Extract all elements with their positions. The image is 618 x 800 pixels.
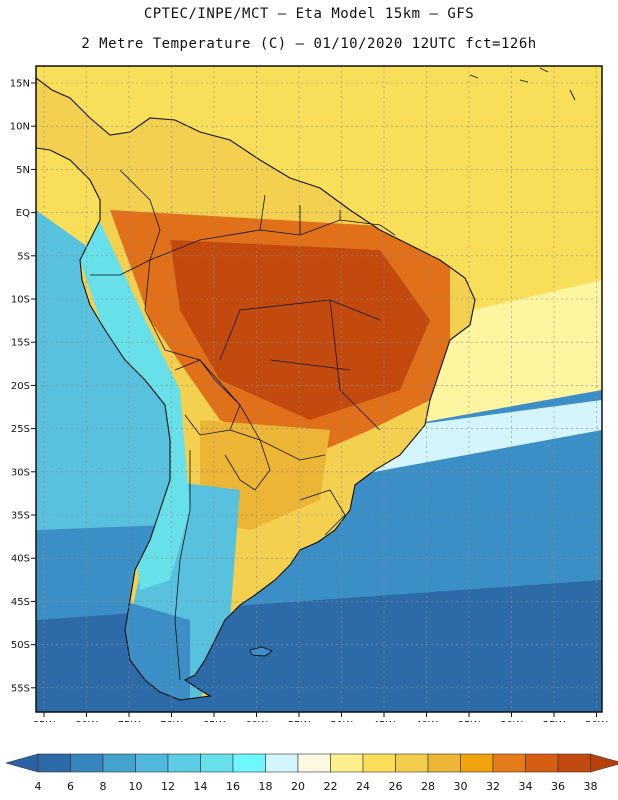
longitude-label: 45W <box>373 720 396 722</box>
latitude-label: 30S <box>11 467 30 478</box>
latitude-label: 35S <box>11 511 30 522</box>
longitude-label: 50W <box>330 720 353 722</box>
colorbar-swatch <box>232 753 266 773</box>
map-title-line-2: 2 Metre Temperature (C) – 01/10/2020 12U… <box>81 36 537 52</box>
longitude-label: 85W <box>33 720 56 722</box>
colorbar-label: 36 <box>551 780 565 793</box>
colorbar-swatch <box>200 753 234 773</box>
latitude-label: 25S <box>11 424 30 435</box>
border-brazil-states <box>219 299 381 431</box>
colorbar-swatch <box>557 753 591 773</box>
map-fields <box>36 66 602 712</box>
colorbar-swatch <box>492 753 526 773</box>
latitude-label: 10N <box>10 122 30 133</box>
latitude-label: 15N <box>10 79 30 90</box>
colorbar-label: 16 <box>226 780 240 793</box>
longitude-label: 70W <box>160 720 183 722</box>
colorbar-swatch <box>297 753 331 773</box>
longitude-label: 75W <box>118 720 141 722</box>
colorbar-label: 14 <box>194 780 208 793</box>
longitude-label: 35W <box>458 720 481 722</box>
latitude-label: 5S <box>17 251 30 262</box>
latitude-label: 5N <box>16 165 30 176</box>
colorbar-label: 30 <box>454 780 468 793</box>
longitude-label: 65W <box>203 720 226 722</box>
colorbar-swatch <box>70 753 104 773</box>
border-paraguay <box>224 429 271 491</box>
colorbar-swatch <box>362 753 396 773</box>
border-argentina-chile <box>174 450 191 681</box>
border-uruguay <box>299 489 346 536</box>
colorbar-label: 4 <box>35 780 42 793</box>
map-title-line-1: CPTEC/INPE/MCT – Eta Model 15km – GFS <box>143 6 475 22</box>
border-brazil-west <box>144 259 326 461</box>
colorbar-swatch <box>167 753 201 773</box>
colorbar-swatch <box>37 753 71 773</box>
colorbar-swatch <box>330 753 364 773</box>
latitude-label: 10S <box>11 295 30 306</box>
map-frame <box>35 65 603 713</box>
longitude-label: 40W <box>415 720 438 722</box>
colorbar-under-arrow <box>4 753 39 773</box>
colorbar-label: 38 <box>584 780 598 793</box>
latitude-label: 20S <box>11 381 30 392</box>
longitude-label: 80W <box>75 720 98 722</box>
colorbar-label: 22 <box>324 780 338 793</box>
colorbar-label: 8 <box>100 780 107 793</box>
longitude-label: 20W <box>585 720 608 722</box>
temperature-colorbar: 4 6 8 10 12 14 16 18 20 22 24 26 28 30 32 34 36 38 <box>4 753 618 793</box>
caribbean-islands <box>469 67 576 101</box>
colorbar-swatch <box>395 753 429 773</box>
colorbar-label: 32 <box>486 780 500 793</box>
colorbar-label: 26 <box>389 780 403 793</box>
country-borders <box>90 169 396 681</box>
temperature-map[interactable]: 15N 10N 5N EQ 5S 10S 15S 20S 25S 30S 35S 40S 45S 50S 5… <box>0 60 618 722</box>
border-bolivia <box>174 359 241 436</box>
colorbar-label: 20 <box>291 780 305 793</box>
latitude-label: 45S <box>11 597 30 608</box>
latitude-labels: 15N 10N 5N EQ 5S 10S 15S 20S 25S 30S 35S 40S 45S 50S 5… <box>10 79 30 695</box>
longitude-label: 55W <box>288 720 311 722</box>
latitude-label: 50S <box>11 640 30 651</box>
latitude-label: 15S <box>11 338 30 349</box>
latitude-label: 55S <box>11 683 30 694</box>
colorbar-swatch <box>265 753 299 773</box>
colorbar-over-arrow <box>590 753 618 773</box>
continent-outline <box>36 77 476 701</box>
colorbar-swatch <box>102 753 136 773</box>
colorbar-label: 12 <box>161 780 175 793</box>
colorbar-swatch <box>525 753 559 773</box>
ocean-cream-patch <box>380 280 602 430</box>
colorbar-label: 6 <box>67 780 74 793</box>
colorbar-swatch <box>460 753 494 773</box>
colorbar-label: 18 <box>259 780 273 793</box>
colorbar-label: 10 <box>129 780 143 793</box>
latitude-label: EQ <box>16 208 30 219</box>
border-peru-ecuador <box>90 259 151 276</box>
colorbar-label: 28 <box>421 780 435 793</box>
falkland-islands <box>249 646 273 657</box>
longitude-label: 60W <box>245 720 268 722</box>
colorbar-label: 24 <box>356 780 370 793</box>
longitude-label: 25W <box>543 720 566 722</box>
colorbar-label: 34 <box>519 780 533 793</box>
colorbar-swatch <box>135 753 169 773</box>
border-colombia-venezuela <box>119 169 161 261</box>
longitude-label: 30W <box>500 720 523 722</box>
graticule <box>31 66 602 717</box>
colorbar-swatch <box>427 753 461 773</box>
longitude-labels: 85W 80W 75W 70W 65W 60W 55W 50W 45W 40W 35W 30W 25W 2… <box>33 720 608 722</box>
latitude-label: 40S <box>11 554 30 565</box>
